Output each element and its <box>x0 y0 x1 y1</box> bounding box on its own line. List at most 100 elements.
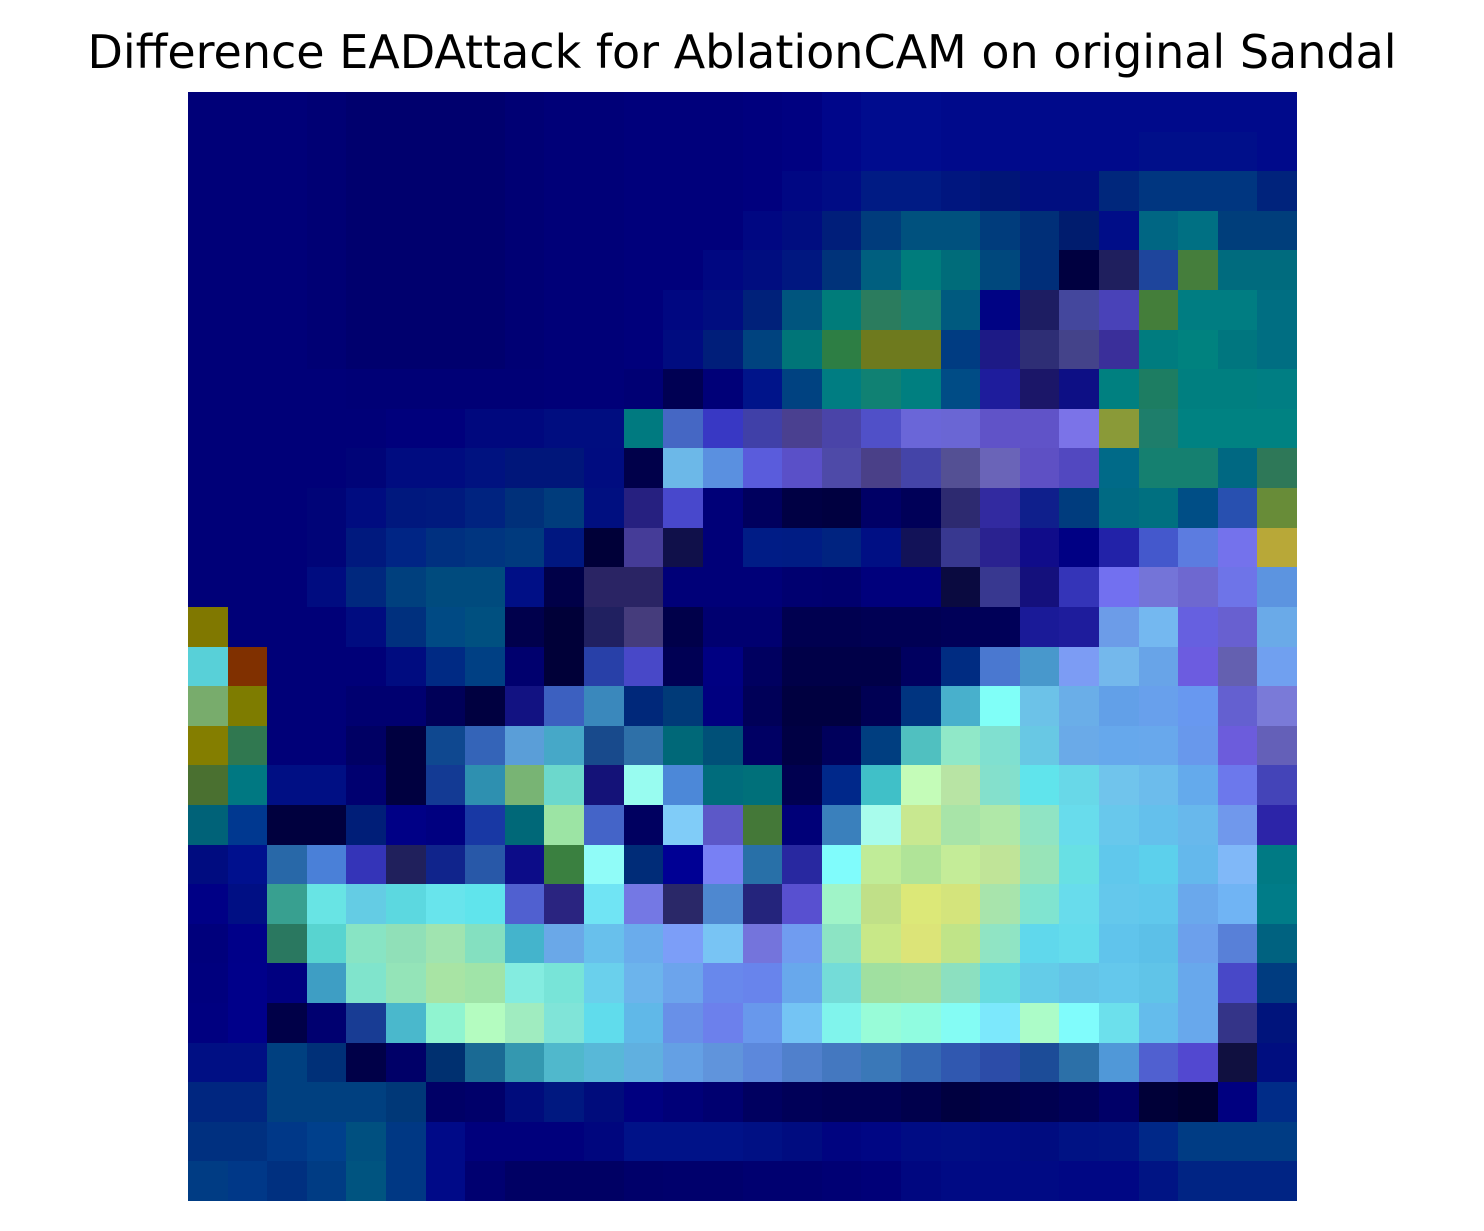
heatmap-cell <box>623 1002 664 1043</box>
heatmap-cell <box>663 1002 703 1043</box>
heatmap-cell <box>1257 92 1297 132</box>
heatmap-cell <box>544 963 585 1003</box>
heatmap-cell <box>1019 804 1060 845</box>
heatmap-cell <box>425 963 466 1003</box>
heatmap-cell <box>386 725 426 766</box>
heatmap-cell <box>1059 844 1099 885</box>
heatmap-cell <box>900 1042 941 1083</box>
heatmap-cell <box>465 131 505 172</box>
heatmap-cell <box>1059 527 1099 568</box>
heatmap-cell <box>702 448 743 489</box>
heatmap-cell <box>267 290 307 330</box>
heatmap-cell <box>742 131 783 172</box>
heatmap-cell <box>544 131 585 172</box>
heatmap-cell <box>1257 1082 1297 1122</box>
heatmap-cell <box>386 686 426 726</box>
heatmap-cell <box>742 1042 783 1083</box>
heatmap-cell <box>306 92 347 132</box>
heatmap-cell <box>663 1161 703 1201</box>
heatmap-cell <box>940 923 981 964</box>
heatmap-cell <box>306 1161 347 1201</box>
heatmap-cell <box>227 369 268 409</box>
heatmap-cell <box>425 844 466 885</box>
heatmap-cell <box>1217 963 1258 1003</box>
heatmap-cell <box>663 765 703 805</box>
heatmap-cell <box>742 923 783 964</box>
heatmap-cell <box>346 290 387 330</box>
heatmap-cell <box>425 250 466 291</box>
heatmap-cell <box>663 686 703 726</box>
heatmap-cell <box>980 527 1020 568</box>
heatmap-cell <box>584 804 624 845</box>
heatmap-cell <box>900 844 941 885</box>
heatmap-cell <box>267 131 307 172</box>
heatmap-cell <box>900 725 941 766</box>
heatmap-cell <box>465 92 505 132</box>
heatmap-cell <box>1217 725 1258 766</box>
heatmap-cell <box>306 844 347 885</box>
heatmap-cell <box>742 1121 783 1162</box>
heatmap-cell <box>1138 1002 1179 1043</box>
heatmap-cell <box>821 488 862 528</box>
heatmap-cell <box>584 1121 624 1162</box>
heatmap-cell <box>1217 210 1258 251</box>
heatmap-cell <box>465 1082 505 1122</box>
heatmap-cell <box>227 1002 268 1043</box>
heatmap-cell <box>1178 765 1218 805</box>
heatmap-cell <box>386 488 426 528</box>
heatmap-cell <box>623 329 664 370</box>
heatmap-cell <box>227 606 268 647</box>
heatmap-cell <box>346 92 387 132</box>
heatmap-cell <box>782 527 822 568</box>
heatmap-cell <box>821 527 862 568</box>
heatmap-cell <box>1178 686 1218 726</box>
heatmap-cell <box>623 1042 664 1083</box>
heatmap-cell <box>1098 408 1139 449</box>
heatmap-cell <box>1059 92 1099 132</box>
heatmap-cell <box>782 963 822 1003</box>
heatmap-cell <box>227 448 268 489</box>
heatmap-cell <box>742 844 783 885</box>
heatmap-cell <box>980 448 1020 489</box>
heatmap-cell <box>425 527 466 568</box>
heatmap-cell <box>821 884 862 924</box>
heatmap-cell <box>465 1121 505 1162</box>
heatmap-cell <box>940 725 981 766</box>
heatmap-cell <box>1019 1002 1060 1043</box>
heatmap-cell <box>663 963 703 1003</box>
heatmap-cell <box>227 92 268 132</box>
heatmap-cell <box>188 1042 228 1083</box>
heatmap-cell <box>227 963 268 1003</box>
heatmap-cell <box>623 1082 664 1122</box>
heatmap-cell <box>504 171 545 211</box>
heatmap-cell <box>544 646 585 687</box>
heatmap-cell <box>188 131 228 172</box>
heatmap-cell <box>980 725 1020 766</box>
heatmap-cell <box>504 686 545 726</box>
heatmap-cell <box>425 567 466 607</box>
heatmap-cell <box>544 408 585 449</box>
heatmap-cell <box>1257 290 1297 330</box>
heatmap-cell <box>386 290 426 330</box>
heatmap-cell <box>1138 844 1179 885</box>
heatmap-cell <box>702 250 743 291</box>
heatmap-cell <box>227 1082 268 1122</box>
heatmap-cell <box>1059 488 1099 528</box>
heatmap-cell <box>1098 725 1139 766</box>
heatmap-cell <box>821 408 862 449</box>
heatmap-cell <box>227 686 268 726</box>
heatmap-cell <box>386 963 426 1003</box>
heatmap-cell <box>702 369 743 409</box>
heatmap-cell <box>1217 1161 1258 1201</box>
heatmap-cell <box>188 527 228 568</box>
heatmap-cell <box>1217 369 1258 409</box>
heatmap-cell <box>584 1042 624 1083</box>
heatmap-cell <box>188 171 228 211</box>
heatmap-cell <box>782 804 822 845</box>
heatmap-cell <box>1217 527 1258 568</box>
heatmap-cell <box>1059 1121 1099 1162</box>
heatmap-cell <box>861 250 901 291</box>
heatmap-cell <box>702 804 743 845</box>
heatmap-cell <box>504 1042 545 1083</box>
heatmap-cell <box>504 765 545 805</box>
